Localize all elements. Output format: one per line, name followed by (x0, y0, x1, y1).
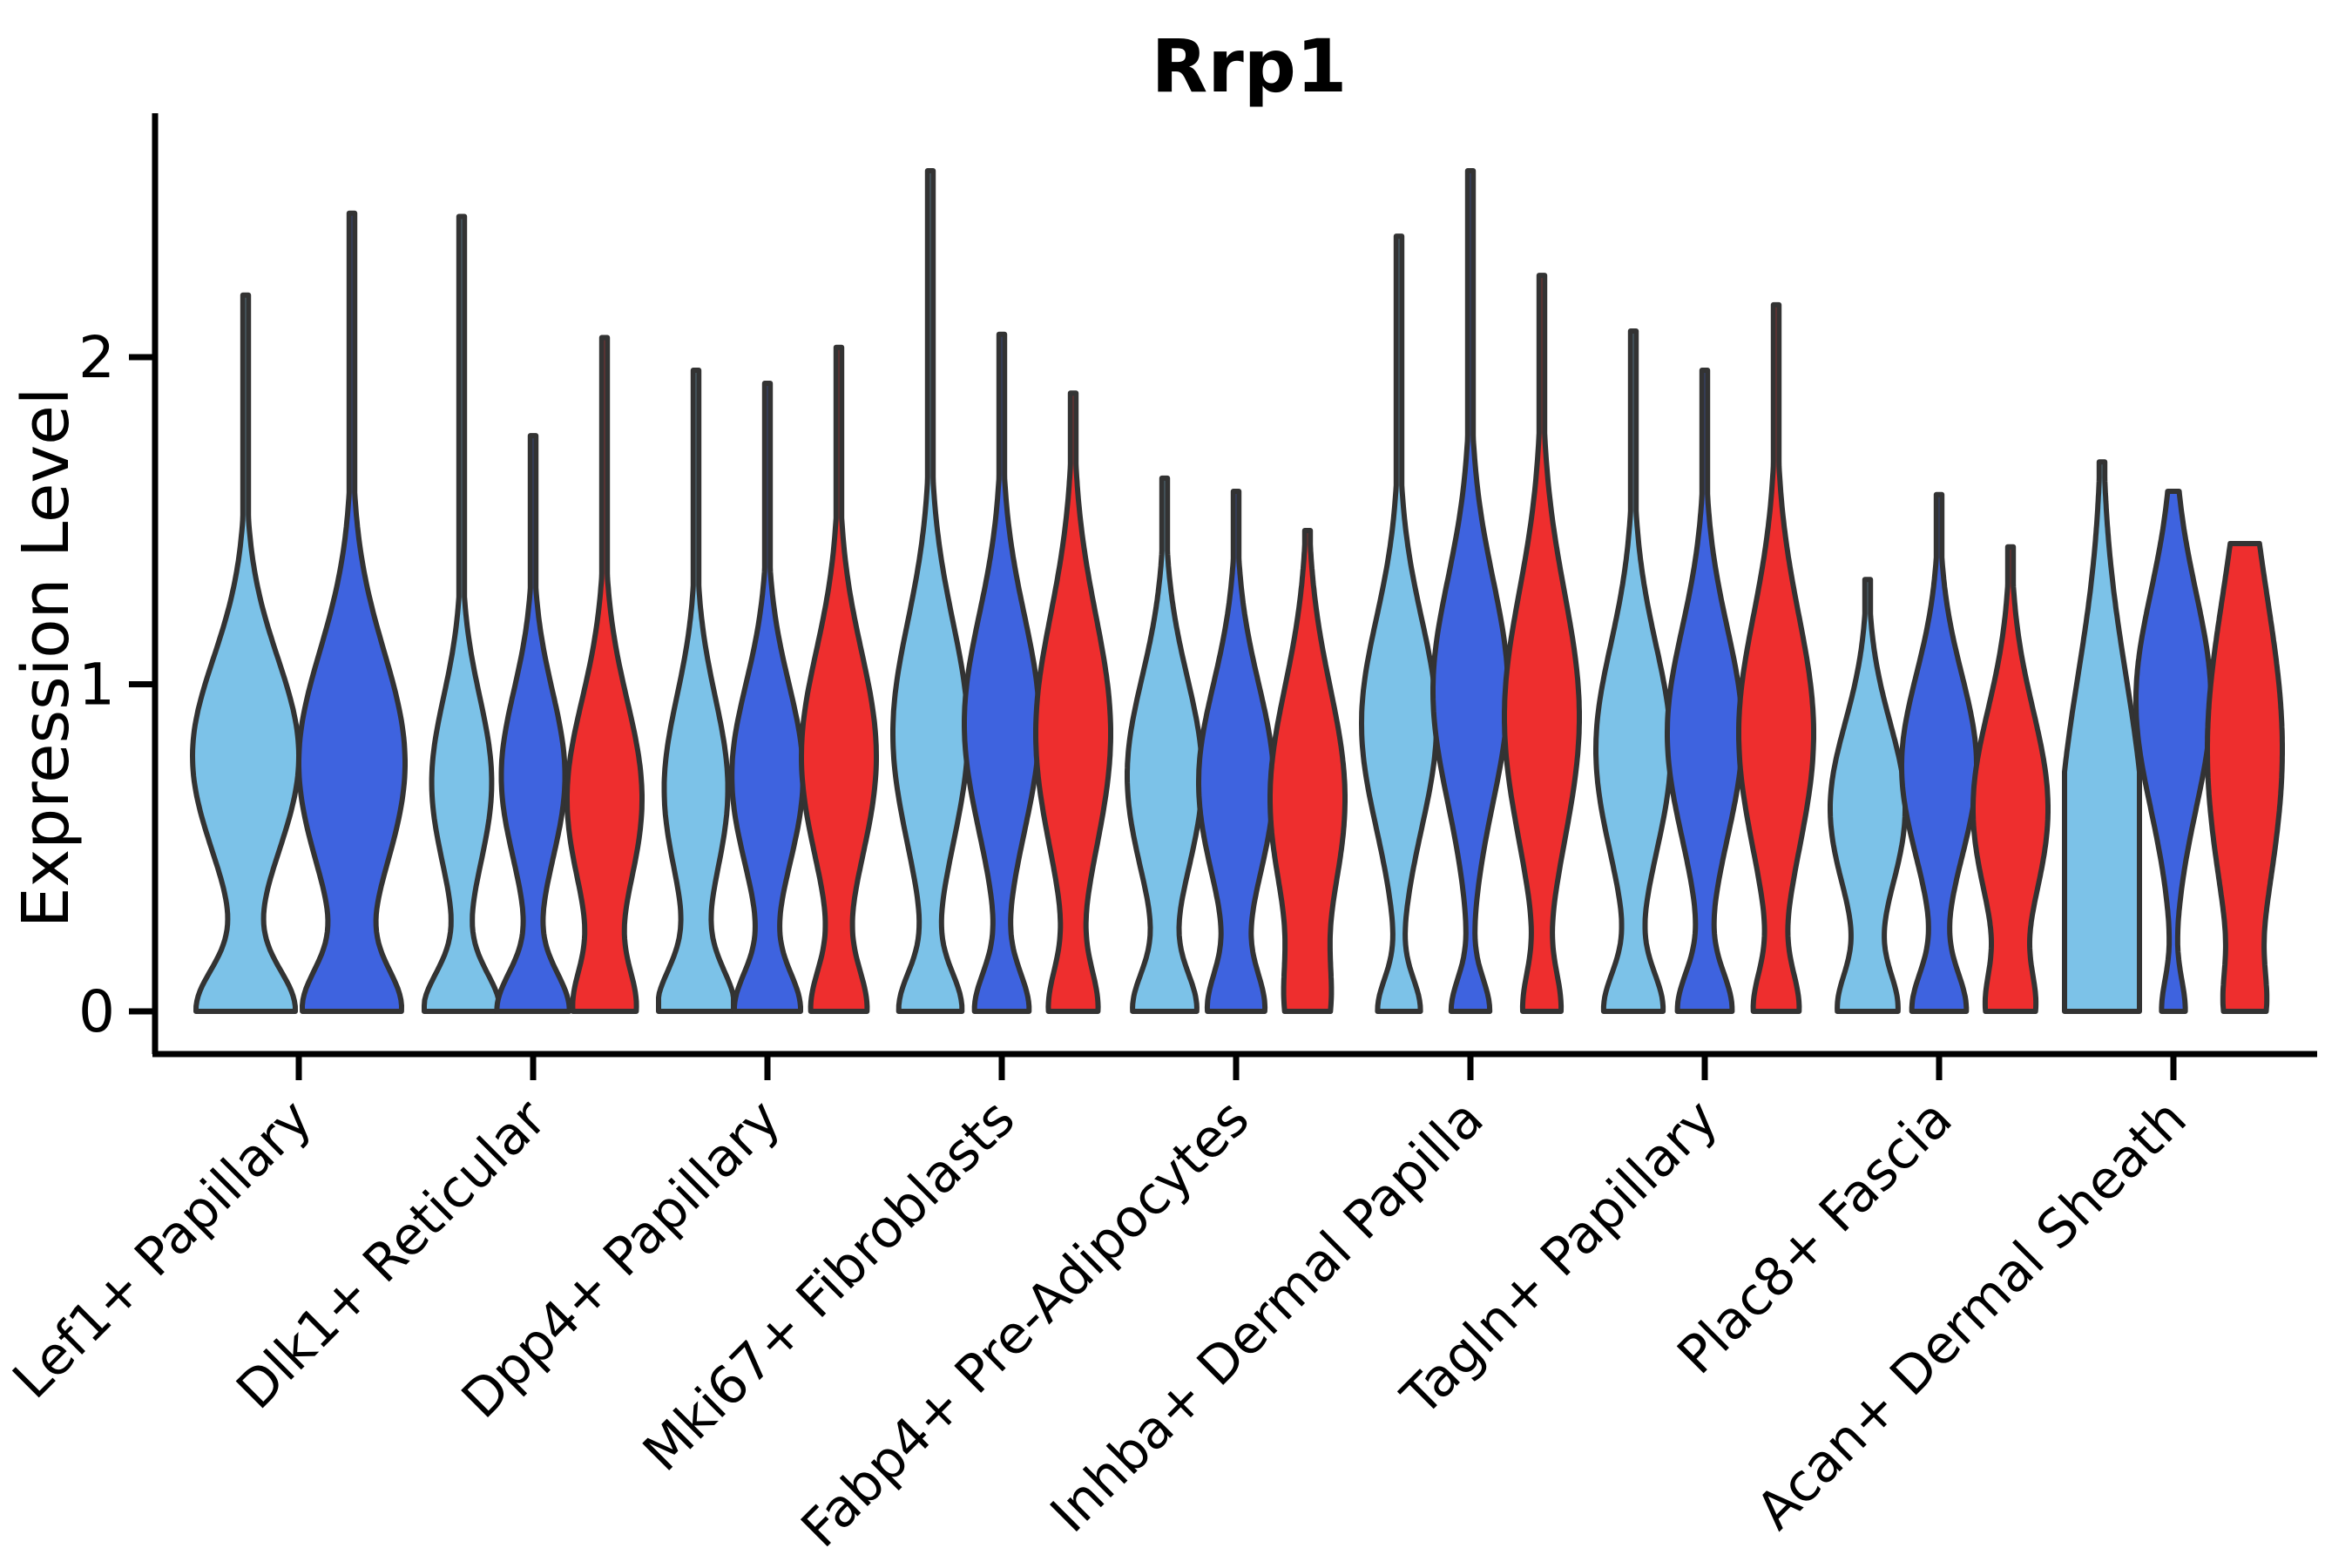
x-tick-label: Fabp4+ Pre-Adipocytes (790, 1088, 1261, 1559)
violin-inhba+-royal_blue (1430, 168, 1511, 1014)
violin-fabp4+-red (1267, 528, 1348, 1014)
violin-dlk1+-royal_blue (494, 433, 572, 1014)
violin-mki67+-light_blue (890, 168, 970, 1014)
x-tick-label: Acan+ Dermal Sheath (1745, 1088, 2199, 1542)
y-tick-label: 1 (78, 652, 115, 719)
violin-fabp4+-royal_blue (1196, 489, 1276, 1014)
violin-dpp4+-light_blue (656, 368, 736, 1014)
violin-acan+-red (2205, 541, 2285, 1014)
violin-mki67+-royal_blue (962, 331, 1042, 1014)
violin-fabp4+-light_blue (1125, 475, 1205, 1014)
y-tick-label: 2 (78, 324, 115, 391)
violin-dpp4+-red (799, 344, 879, 1014)
violin-tagln+-royal_blue (1665, 368, 1745, 1014)
violin-tagln+-red (1736, 301, 1816, 1014)
plot-title: Rrp1 (1152, 24, 1348, 109)
violin-acan+-royal_blue (2133, 489, 2213, 1014)
violin-dpp4+-royal_blue (729, 381, 806, 1014)
x-tick-label: Inhba+ Dermal Papilla (1039, 1088, 1496, 1544)
violin-tagln+-light_blue (1593, 328, 1673, 1014)
violin-inhba+-light_blue (1359, 233, 1439, 1014)
violin-plac8+-royal_blue (1899, 491, 1979, 1014)
violins-layer (190, 168, 2285, 1014)
y-axis-title: Expression Level (9, 388, 84, 929)
violin-plac8+-light_blue (1828, 577, 1908, 1014)
violin-plac8+-red (1970, 544, 2051, 1014)
axes: 0 1 2 (78, 113, 2317, 1080)
violin-inhba+-red (1502, 273, 1582, 1014)
y-tick-label: 0 (78, 978, 115, 1045)
violin-lef1+-royal_blue (296, 210, 408, 1014)
violin-acan+-light_blue (2062, 459, 2142, 1014)
violin-dlk1+-light_blue (422, 213, 502, 1014)
violin-mki67+-red (1033, 390, 1113, 1014)
violin-lef1+-light_blue (190, 292, 301, 1014)
violin-dlk1+-red (564, 335, 645, 1014)
